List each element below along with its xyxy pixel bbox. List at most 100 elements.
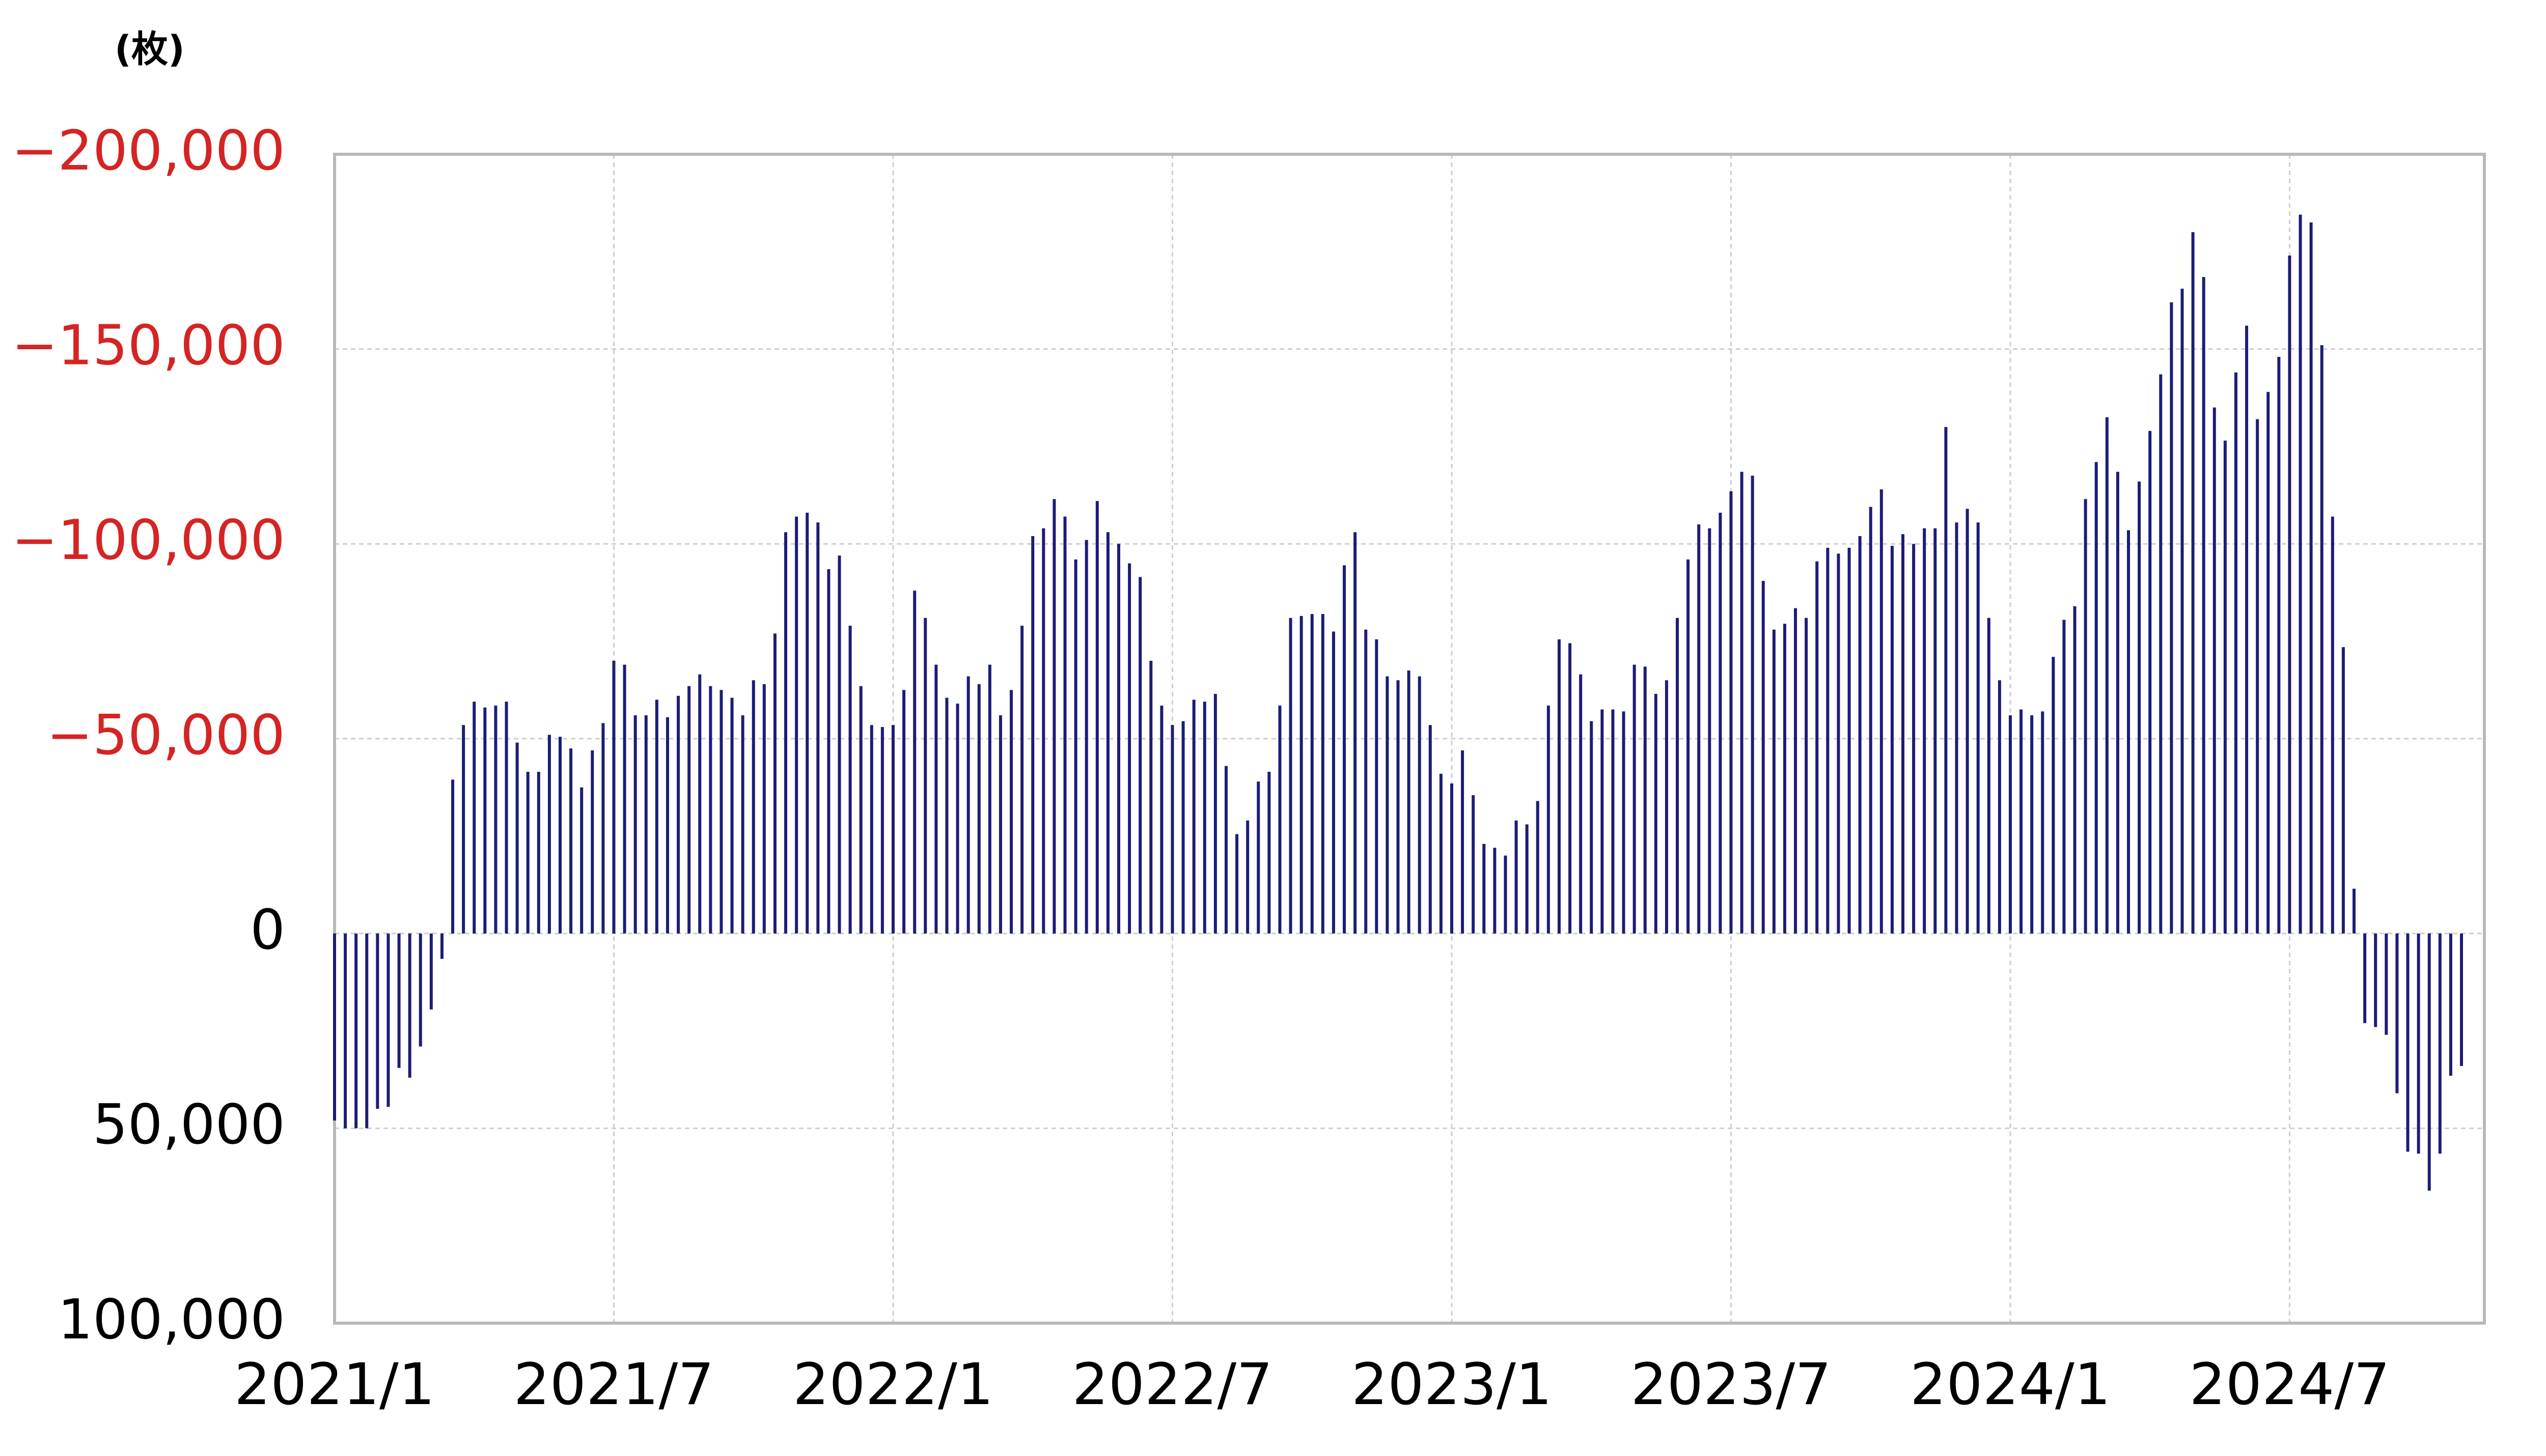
y-tick-label: −100,000 [12,509,285,572]
bar [655,699,658,934]
bar [623,664,626,934]
bar [1106,532,1110,934]
bar [1235,834,1239,934]
bar [1729,491,1733,934]
bar [494,705,497,934]
bar [741,715,744,934]
bar [1428,725,1432,934]
bar [2331,516,2334,934]
plot-frame [333,153,2486,1325]
bar [2309,222,2313,934]
bar [999,715,1002,934]
bar [2288,255,2291,934]
bar [2256,419,2259,934]
bar [2374,933,2377,1027]
bar [601,723,605,934]
bar [1299,615,1303,934]
bar [1321,614,1324,934]
bar [1074,559,1077,934]
bar [2073,606,2077,934]
bar [2395,933,2399,1094]
bar [483,707,487,934]
bar [354,933,358,1129]
bar [633,715,637,934]
bar [2341,647,2345,934]
bar [762,684,766,934]
bar [1439,773,1443,934]
bar [1375,639,1378,934]
bar [1858,536,1862,934]
bar [1053,499,1056,934]
bar [966,676,970,934]
bar [2159,374,2163,934]
bar [2417,933,2420,1154]
bar [2180,289,2184,934]
bar [1031,536,1035,934]
bar [333,933,336,1121]
bar [537,772,540,934]
bar [1761,581,1765,934]
bar [977,684,981,934]
bar [2245,325,2249,934]
bar [2019,709,2023,934]
bar [569,748,573,934]
x-tick-label: 2023/7 [1630,1352,1831,1418]
bar [1998,680,2001,934]
bar [2266,391,2270,934]
bar [1042,528,1045,934]
bar [515,742,519,934]
x-tick-label: 2021/7 [513,1352,714,1418]
bar [2353,888,2356,934]
bar [386,933,390,1107]
bar [2406,933,2410,1152]
bar [1267,772,1271,934]
bar [1976,522,1980,934]
bar [988,664,991,934]
bar [902,690,906,934]
bar [2202,277,2205,934]
bar [2363,933,2367,1023]
bar [1246,820,1250,934]
bar [644,715,648,934]
bar [1665,680,1668,934]
bar [1546,705,1550,934]
bar [1085,540,1088,934]
bar [1643,666,1647,934]
bar [2234,372,2237,934]
bar [838,555,841,934]
bar [2084,499,2087,934]
bar [1654,693,1657,934]
bar [2460,933,2463,1066]
bar [719,690,723,934]
bar [1697,524,1701,934]
bar [1826,547,1830,934]
bar [580,787,584,934]
bar [1815,561,1819,934]
bar [677,695,680,934]
bar [956,704,959,934]
bar [913,591,917,934]
bar [1149,660,1153,934]
bar [698,674,702,934]
bar [526,772,530,934]
bar [1536,801,1539,934]
x-tick-label: 2024/1 [1910,1352,2111,1418]
bar [2277,356,2281,934]
bar [1192,699,1196,934]
x-tick-label: 2023/1 [1351,1352,1552,1418]
bar [1181,721,1185,934]
bar [1955,522,1958,934]
bar [1504,855,1507,934]
bar [2094,462,2098,934]
bar [827,569,831,934]
bar [1278,705,1282,934]
bar [795,516,798,934]
bar [1493,848,1497,934]
bar [1117,544,1121,934]
bar [2449,933,2452,1076]
bar [559,737,562,934]
bar [505,702,508,934]
bar [859,686,863,934]
